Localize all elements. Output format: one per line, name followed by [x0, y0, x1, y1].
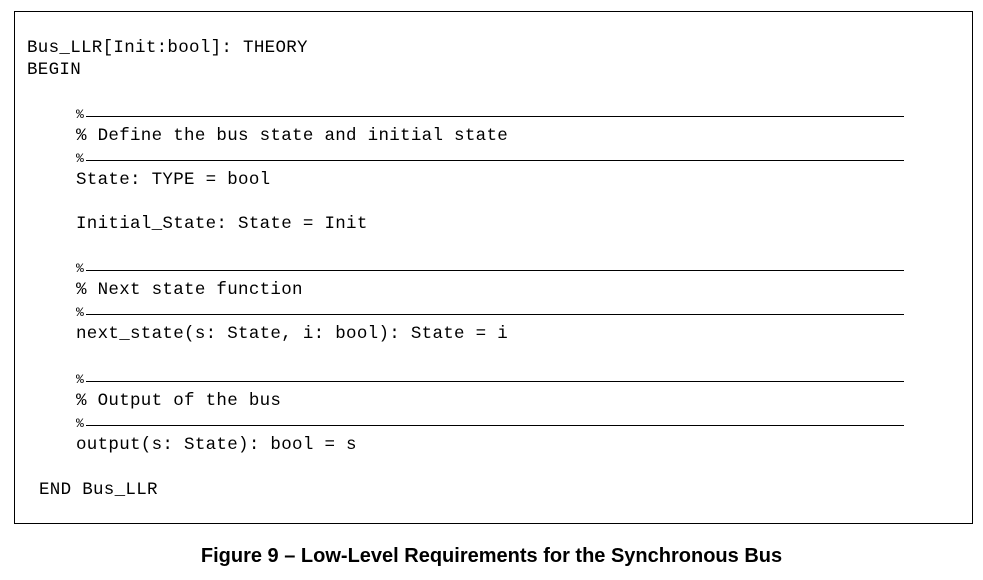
section-3-comment: % Output of the bus	[76, 391, 282, 411]
section-3-bottom-rule	[86, 425, 904, 426]
section-1-top-rule	[86, 116, 904, 117]
initial-state-declaration: Initial_State: State = Init	[76, 214, 368, 234]
section-2-bottom-rule-marker: %	[76, 305, 84, 320]
section-1-bottom-rule	[86, 160, 904, 161]
figure-caption: Figure 9 – Low-Level Requirements for th…	[200, 545, 783, 567]
section-1-top-rule-marker: %	[76, 107, 84, 122]
section-3-bottom-rule-marker: %	[76, 416, 84, 431]
section-3-top-rule	[86, 381, 904, 382]
end-theory-line: END Bus_LLR	[39, 480, 158, 500]
section-1-comment: % Define the bus state and initial state	[76, 126, 509, 146]
section-1-bottom-rule-marker: %	[76, 151, 84, 166]
section-2-bottom-rule	[86, 314, 904, 315]
output-function-declaration: output(s: State): bool = s	[76, 435, 357, 455]
next-state-function-declaration: next_state(s: State, i: bool): State = i	[76, 324, 509, 344]
code-listing-box: Bus_LLR[Init:bool]: THEORY BEGIN % % Def…	[14, 11, 973, 524]
theory-header-line: Bus_LLR[Init:bool]: THEORY	[27, 38, 308, 58]
begin-keyword-line: BEGIN	[27, 60, 82, 80]
section-2-comment: % Next state function	[76, 280, 303, 300]
state-type-declaration: State: TYPE = bool	[76, 170, 271, 190]
section-2-top-rule	[86, 270, 904, 271]
section-3-top-rule-marker: %	[76, 372, 84, 387]
section-2-top-rule-marker: %	[76, 261, 84, 276]
